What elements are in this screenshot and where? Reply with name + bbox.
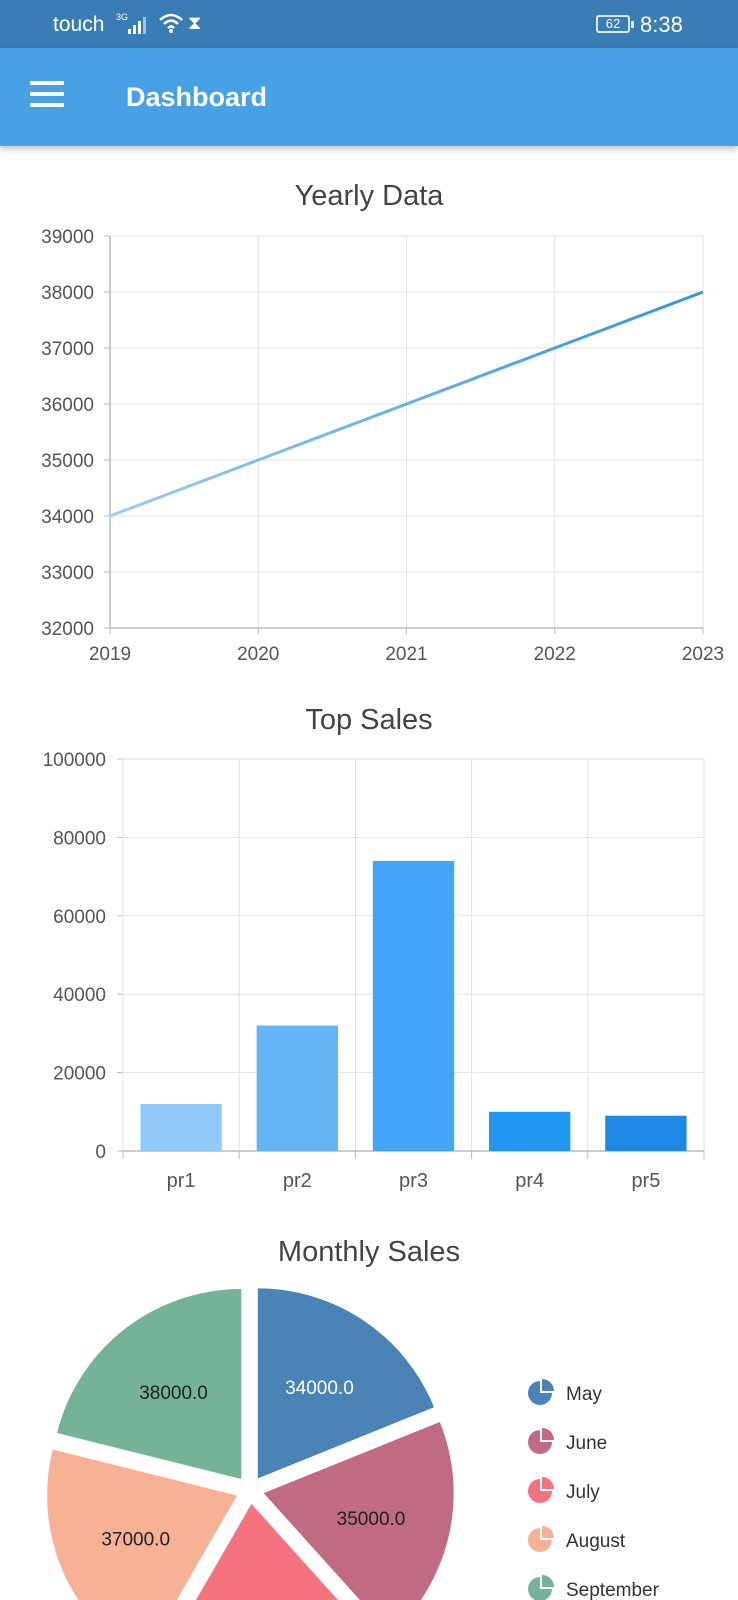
legend-icon-may: [528, 1381, 552, 1405]
legend-icon-august: [528, 1528, 552, 1552]
hamburger-menu-icon[interactable]: [30, 81, 64, 111]
series-line: [109, 290, 704, 518]
y-tick-label: 34000: [41, 507, 94, 528]
x-tick-label: pr1: [167, 1170, 196, 1192]
x-tick-label: pr5: [631, 1170, 660, 1192]
legend-label-july: July: [566, 1482, 600, 1503]
legend-icon-july: [528, 1479, 552, 1503]
x-tick-label: 2022: [534, 644, 576, 665]
app-bar: Dashboard: [0, 48, 738, 146]
bar-chart: 0 20000 40000 60000 80000 100000 pr1 pr2 pr3 pr4 p…: [43, 750, 705, 1192]
y-tick-label: 38000: [41, 283, 94, 304]
pie-slice-july: [195, 1503, 338, 1600]
hourglass-icon: ⧗: [188, 13, 202, 34]
network-type: 3G: [116, 12, 129, 22]
legend-label-june: June: [566, 1433, 607, 1454]
bar-pr1: [140, 1103, 222, 1151]
y-tick-label: 33000: [41, 563, 94, 584]
pie-data-label: 35000.0: [337, 1509, 406, 1530]
pie-slice-june: [263, 1421, 454, 1600]
legend-label-may: May: [566, 1384, 602, 1405]
y-tick-label: 32000: [41, 619, 94, 640]
legend-icon-wedge: [542, 1379, 554, 1391]
pie-slice-august: [47, 1449, 238, 1600]
signal-icon: [128, 17, 146, 34]
battery-icon: 62: [596, 15, 634, 33]
legend-icon-september: [528, 1577, 552, 1600]
clock: 8:38: [640, 12, 683, 37]
bar-pr4: [489, 1111, 571, 1151]
y-tick-label: 0: [95, 1142, 106, 1163]
pie-data-label: 37000.0: [101, 1530, 170, 1551]
pie-slice-september: [57, 1288, 242, 1479]
x-tick-label: pr3: [399, 1170, 428, 1192]
legend-icon-wedge: [542, 1526, 554, 1538]
status-bar: touch 3G ⧗ 62 8:38: [0, 0, 738, 48]
page-title: Dashboard: [126, 82, 268, 112]
x-tick-label: pr4: [515, 1170, 544, 1192]
y-tick-label: 36000: [41, 395, 94, 416]
legend-label-august: August: [566, 1531, 626, 1552]
line-chart-title: Yearly Data: [294, 180, 444, 212]
pie-data-label: 38000.0: [139, 1383, 208, 1404]
carrier-name: touch: [53, 13, 105, 36]
x-tick-label: 2023: [682, 644, 724, 665]
x-tick-label: 2020: [237, 644, 279, 665]
y-tick-label: 20000: [53, 1064, 106, 1085]
pie-slice-may: [257, 1288, 434, 1479]
pie-data-label: 34000.0: [285, 1378, 354, 1399]
y-tick-label: 40000: [53, 985, 106, 1006]
legend-icon-wedge: [542, 1575, 554, 1587]
y-tick-label: 39000: [41, 227, 94, 248]
bar-pr3: [372, 860, 455, 1151]
y-tick-label: 80000: [53, 828, 106, 849]
wifi-icon: [159, 13, 183, 33]
x-tick-label: 2019: [89, 644, 131, 665]
bar-pr2: [256, 1025, 338, 1151]
legend-icon-wedge: [542, 1428, 554, 1440]
x-tick-label: 2021: [385, 644, 427, 665]
pie-chart-title: Monthly Sales: [277, 1236, 461, 1268]
bar-chart-title: Top Sales: [305, 704, 433, 736]
line-chart: 32000 33000 34000 35000 36000 37000 38000 39000…: [41, 227, 724, 665]
y-tick-label: 60000: [53, 907, 106, 928]
bar-pr5: [605, 1115, 687, 1151]
y-tick-label: 35000: [41, 451, 94, 472]
pie-chart: 34000.0 35000.0 37000.0 38000.0 May June July A…: [47, 1288, 660, 1600]
legend-icon-june: [528, 1430, 552, 1454]
y-tick-label: 37000: [41, 339, 94, 360]
x-tick-label: pr2: [283, 1170, 312, 1192]
y-tick-label: 100000: [43, 750, 106, 771]
legend-label-september: September: [566, 1580, 660, 1600]
legend-icon-wedge: [542, 1477, 554, 1489]
